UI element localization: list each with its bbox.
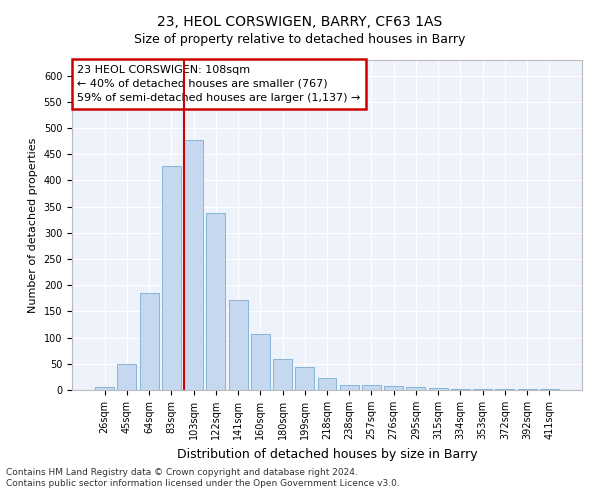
X-axis label: Distribution of detached houses by size in Barry: Distribution of detached houses by size … (176, 448, 478, 460)
Bar (140, 293, 158, 390)
Bar (340, 385, 359, 390)
Y-axis label: Number of detached properties: Number of detached properties (28, 138, 38, 312)
Bar (540, 389, 559, 390)
Bar (184, 140, 203, 390)
Text: Size of property relative to detached houses in Barry: Size of property relative to detached ho… (134, 32, 466, 46)
Bar (451, 389, 470, 390)
Bar (295, 367, 314, 390)
Bar (406, 388, 425, 390)
Bar (229, 300, 248, 390)
Bar (118, 364, 136, 390)
Bar (206, 214, 225, 390)
Bar (273, 358, 292, 390)
Text: 23 HEOL CORSWIGEN: 108sqm
← 40% of detached houses are smaller (767)
59% of semi: 23 HEOL CORSWIGEN: 108sqm ← 40% of detac… (77, 65, 361, 103)
Text: Contains HM Land Registry data © Crown copyright and database right 2024.
Contai: Contains HM Land Registry data © Crown c… (6, 468, 400, 487)
Bar (251, 334, 270, 390)
Bar (162, 166, 181, 390)
Bar (473, 389, 492, 390)
Bar (362, 385, 381, 390)
Bar (95, 388, 114, 390)
Bar (384, 386, 403, 390)
Bar (317, 378, 337, 390)
Text: 23, HEOL CORSWIGEN, BARRY, CF63 1AS: 23, HEOL CORSWIGEN, BARRY, CF63 1AS (157, 15, 443, 29)
Bar (429, 388, 448, 390)
